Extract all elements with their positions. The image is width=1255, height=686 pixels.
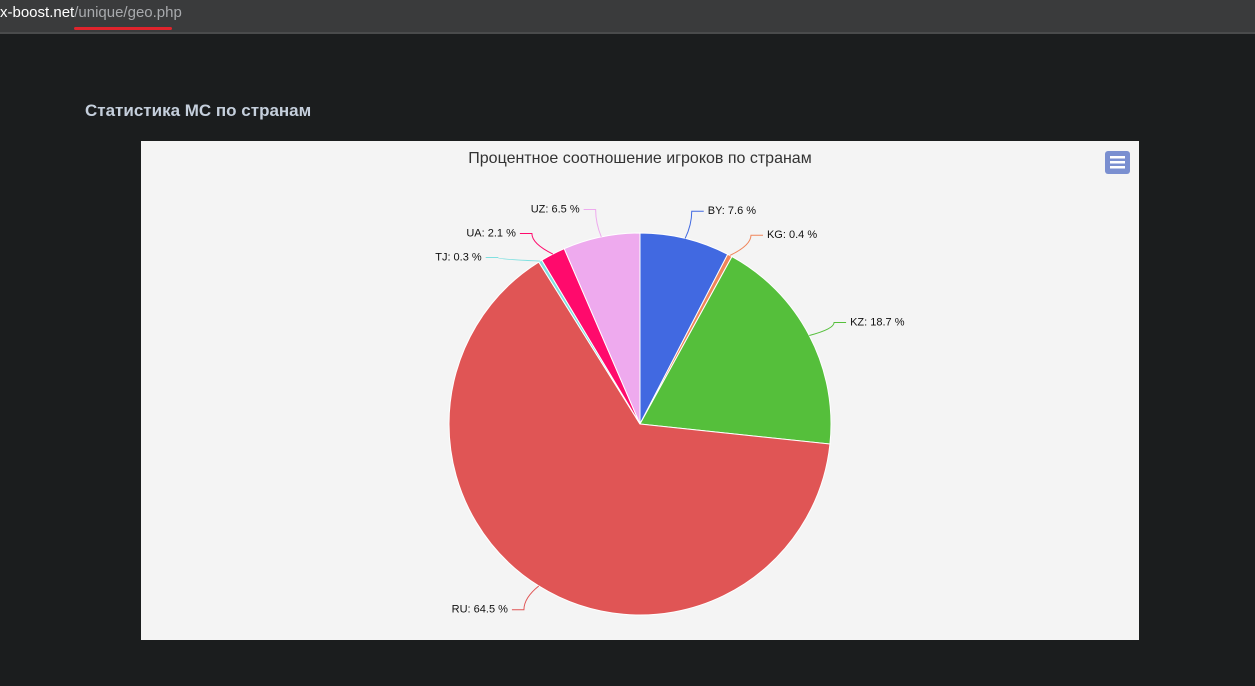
data-label: KZ: 18.7 % [850,316,905,328]
menu-line [1110,166,1125,169]
chart: Процентное соотношение игроков по страна… [141,141,1139,640]
pie-slice [563,232,641,425]
connector [511,585,540,611]
underline [74,27,172,30]
chart-title: Процентное соотношение игроков по страна… [468,150,811,167]
connector [583,209,602,238]
data-label: UZ: 6.5 % [531,203,580,215]
data-label: KG: 0.4 % [767,229,817,241]
address-bar: x-boost.net/unique/geo.php [0,0,1255,34]
url-path: /unique/geo.php [74,4,182,21]
connector [684,210,704,239]
page-heading: Статистика МС по странам [85,101,312,120]
url-host: x-boost.net [0,4,75,21]
connector [519,233,554,255]
connector [809,322,847,336]
data-label: UA: 2.1 % [466,227,516,239]
menu-line [1110,161,1125,164]
url[interactable]: x-boost.net/unique/geo.php [0,4,182,21]
menu-line [1110,156,1125,159]
data-label: BY: 7.6 % [708,205,757,217]
connector [729,234,763,256]
menu-button[interactable] [1105,151,1130,174]
data-label: TJ: 0.3 % [435,251,482,263]
connector [485,257,541,262]
data-label: RU: 64.5 % [452,604,508,616]
pie-slice [639,255,832,445]
